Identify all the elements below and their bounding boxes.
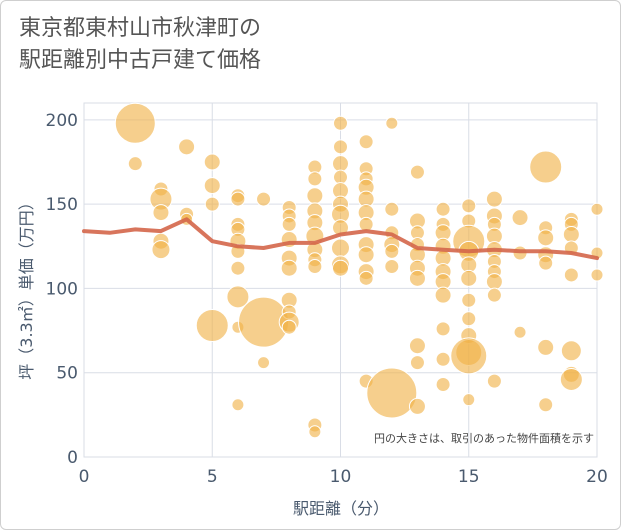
bubble-point xyxy=(333,169,348,185)
bubble-point xyxy=(332,259,349,277)
bubble-point xyxy=(230,260,246,276)
bubble-point xyxy=(538,255,554,271)
bubble-point xyxy=(384,259,400,275)
bubble-point xyxy=(435,377,451,393)
x-tick-label: 15 xyxy=(458,467,480,487)
bubble-point xyxy=(331,238,350,258)
bubble-point xyxy=(563,267,579,283)
bubble-point xyxy=(256,191,272,207)
x-axis-label: 駅距離（分） xyxy=(293,499,389,518)
bubble-point xyxy=(226,285,250,309)
x-tick-label: 0 xyxy=(79,467,90,487)
bubble-point xyxy=(358,134,374,150)
bubble-point xyxy=(366,367,418,419)
bubble-series xyxy=(114,102,604,439)
bubble-point xyxy=(384,201,400,217)
bubble-point xyxy=(435,351,451,367)
bubble-point xyxy=(308,425,322,439)
bubble-point xyxy=(408,269,426,287)
size-annotation: 円の大きさは、取引のあった物件面積を示す xyxy=(374,431,594,445)
bubble-point xyxy=(127,156,143,172)
chart-title: 東京都東村山市秋津町の 駅距離別中古戸建て価格 xyxy=(19,13,579,77)
bubble-point xyxy=(384,243,400,259)
bubble-point xyxy=(559,367,583,391)
bubble-point xyxy=(281,319,297,335)
bubble-point xyxy=(560,340,582,362)
bubble-point xyxy=(151,240,171,260)
y-tick-label: 200 xyxy=(46,111,78,131)
bubble-point xyxy=(409,355,425,371)
bubble-point xyxy=(408,397,426,415)
bubble-point xyxy=(203,177,221,195)
bubble-point xyxy=(333,139,348,155)
bubble-point xyxy=(485,190,503,208)
bubble-point xyxy=(537,229,555,247)
bubble-point xyxy=(307,259,323,275)
bubble-point xyxy=(231,398,245,412)
bubble-point xyxy=(435,201,451,217)
bubble-point xyxy=(562,225,580,243)
bubble-point xyxy=(357,246,375,264)
bubble-point xyxy=(590,202,604,216)
bubble-point xyxy=(486,373,502,389)
trend-line xyxy=(82,217,599,261)
y-tick-label: 150 xyxy=(46,195,78,215)
bubble-point xyxy=(461,292,477,308)
chart-title-line1: 東京都東村山市秋津町の xyxy=(19,16,262,41)
bubble-point xyxy=(332,155,349,173)
bubble-point xyxy=(306,187,324,205)
bubble-point xyxy=(203,153,221,171)
bubble-point xyxy=(537,338,555,356)
bubble-point xyxy=(460,269,478,287)
x-tick-label: 20 xyxy=(586,467,608,487)
x-tick-label: 10 xyxy=(330,467,352,487)
bubble-point xyxy=(513,325,527,339)
bubble-point xyxy=(485,273,503,291)
bubble-point xyxy=(385,116,399,130)
bubble-point xyxy=(195,309,229,343)
y-tick-label: 50 xyxy=(56,364,78,384)
bubble-point xyxy=(230,191,246,207)
bubble-point xyxy=(204,196,220,212)
bubble-point xyxy=(435,321,451,337)
bubble-point xyxy=(461,311,477,327)
trend-line-series xyxy=(82,217,599,261)
bubble-point xyxy=(461,198,477,214)
bubble-point xyxy=(511,209,529,227)
bubble-point xyxy=(434,286,452,304)
bubble-point xyxy=(257,356,271,370)
bubble-point xyxy=(529,150,563,184)
chart-title-line2: 駅距離別中古戸建て価格 xyxy=(19,48,262,73)
bubble-point xyxy=(280,259,298,277)
bubble-point xyxy=(408,337,426,355)
x-tick-label: 5 xyxy=(207,467,218,487)
bubble-point xyxy=(590,268,604,282)
bubble-point xyxy=(307,171,323,187)
y-axis-label: 坪（3.3㎡）単価（万円） xyxy=(17,194,36,379)
bubble-point xyxy=(450,337,488,375)
bubble-point xyxy=(358,270,374,286)
bubble-point xyxy=(538,397,554,413)
bubble-point xyxy=(486,287,502,303)
bubble-point xyxy=(409,164,425,180)
y-tick-label: 100 xyxy=(46,279,78,299)
bubble-point xyxy=(333,115,348,131)
bubble-point xyxy=(178,138,196,156)
bubble-point xyxy=(152,204,170,222)
bubble-point xyxy=(281,216,297,232)
y-tick-label: 0 xyxy=(67,448,78,468)
bubble-point xyxy=(462,393,476,407)
bubble-point xyxy=(114,102,156,144)
